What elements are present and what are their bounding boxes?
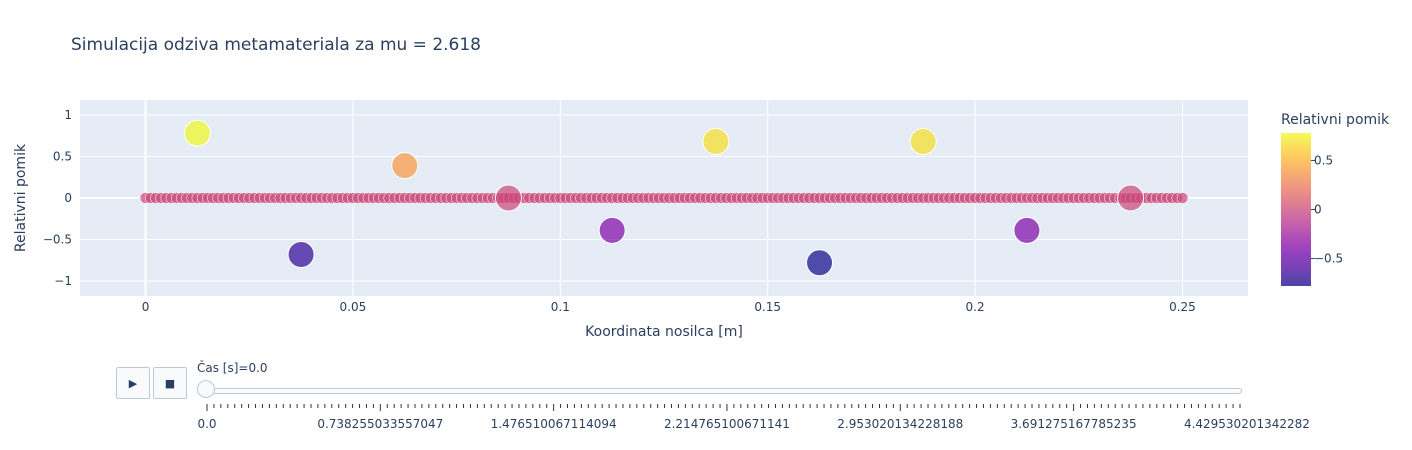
chart-title: Simulacija odziva metamateriala za mu = … — [71, 35, 481, 55]
mass-point — [494, 184, 522, 212]
colorbar-tick-label: −0.5 — [1314, 252, 1343, 266]
x-tick-label: 0.2 — [966, 300, 985, 314]
stop-button[interactable]: ■ — [153, 367, 187, 399]
y-axis-label: Relativni pomik — [13, 143, 29, 252]
x-tick-label: 0.15 — [754, 300, 781, 314]
colorbar-ticks: 0.5 0 −0.5 — [1311, 153, 1343, 266]
slider-tick-label: 0.0 — [197, 417, 216, 431]
mass-point — [183, 119, 211, 147]
play-icon: ▶ — [128, 376, 138, 390]
mass-point — [909, 128, 937, 156]
slider-tick-label: 0.738255033557047 — [317, 417, 443, 431]
x-tick-label: 0.05 — [340, 300, 367, 314]
colorbar — [1281, 133, 1311, 286]
slider-track[interactable] — [207, 388, 1242, 394]
x-tick-label: 0.25 — [1169, 300, 1196, 314]
mass-point — [287, 240, 315, 268]
mass-point — [702, 128, 730, 156]
x-tick-label: 0 — [142, 300, 150, 314]
slider-handle[interactable] — [197, 380, 215, 398]
stop-icon: ■ — [164, 376, 176, 390]
mass-point — [1117, 184, 1145, 212]
mass-point — [391, 152, 419, 180]
mass-series — [183, 119, 1145, 277]
colorbar-title: Relativni pomik — [1281, 112, 1390, 128]
slider-tick-label: 1.476510067114094 — [491, 417, 617, 431]
beam-point — [1176, 192, 1189, 204]
mass-point — [806, 249, 834, 277]
y-tick-label: −0.5 — [43, 233, 72, 247]
x-tick-label: 0.1 — [551, 300, 570, 314]
x-axis-label: Koordinata nosilca [m] — [585, 324, 743, 340]
colorbar-tick-label: 0 — [1314, 203, 1322, 217]
play-button[interactable]: ▶ — [116, 367, 150, 399]
y-tick-label: 0 — [64, 191, 72, 205]
beam-series — [139, 192, 1189, 204]
axis-ticks: 0 0.05 0.1 0.15 0.2 0.25 1 0.5 0 −0.5 −1 — [43, 108, 1196, 314]
mass-point — [1013, 216, 1041, 244]
y-tick-label: 0.5 — [53, 149, 72, 163]
slider-tick-label: 2.214765100671141 — [664, 417, 790, 431]
slider-tick-label: 4.429530201342282 — [1184, 417, 1310, 431]
y-tick-label: −1 — [54, 274, 72, 288]
colorbar-tick-label: 0.5 — [1314, 153, 1333, 167]
y-tick-label: 1 — [64, 108, 72, 122]
slider-current-value: Čas [s]=0.0 — [197, 361, 268, 375]
slider-tick-label: 2.953020134228188 — [837, 417, 963, 431]
slider-tick-label: 3.691275167785235 — [1011, 417, 1137, 431]
slider-ticks: 0.0 0.738255033557047 1.476510067114094 2.2… — [197, 404, 1310, 431]
mass-point — [598, 216, 626, 244]
